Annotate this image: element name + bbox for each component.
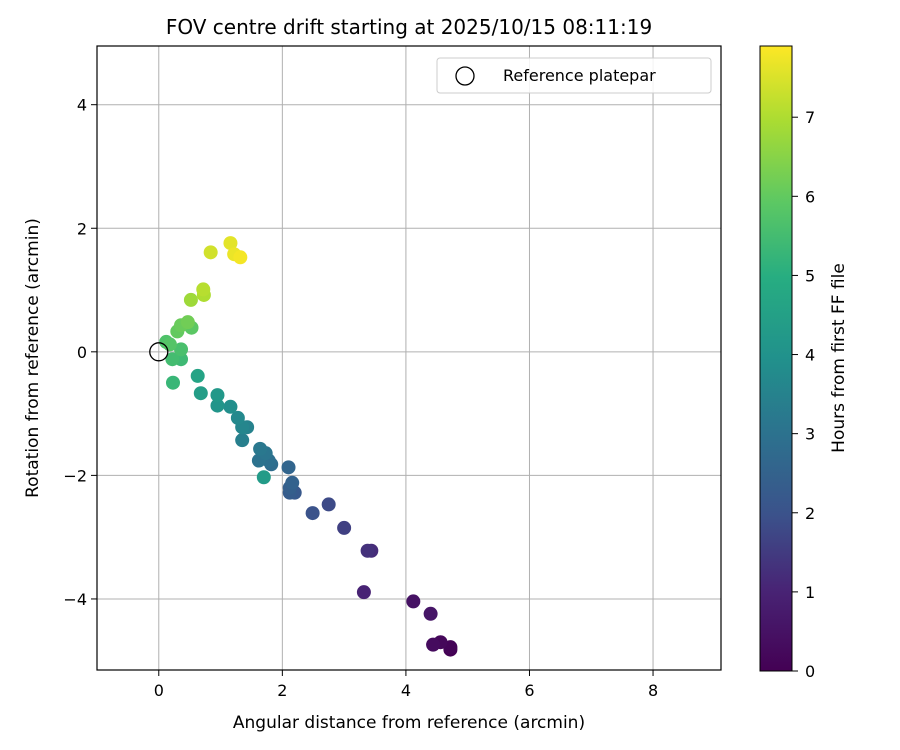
y-tick-label: −2 xyxy=(63,466,87,485)
legend-entry-reference-platepar: Reference platepar xyxy=(503,66,656,85)
plot-frame xyxy=(96,45,722,671)
colorbar-tick-label: 7 xyxy=(805,108,815,127)
legend: Reference platepar xyxy=(436,57,712,94)
colorbar: 0 1 2 3 4 5 6 7 Hours from first FF file xyxy=(759,45,849,681)
legend-reference-marker xyxy=(455,66,475,86)
colorbar-ticks: 0 1 2 3 4 5 6 7 xyxy=(792,108,815,681)
y-axis: −4 −2 0 2 4 xyxy=(63,96,97,609)
data-point xyxy=(162,337,177,352)
reference-marker-group xyxy=(149,342,169,362)
data-point xyxy=(423,606,438,621)
legend-box xyxy=(436,57,712,94)
data-point xyxy=(230,410,245,425)
y-tick-label: 0 xyxy=(77,343,87,362)
data-point xyxy=(253,441,268,456)
data-point xyxy=(281,460,296,475)
data-point xyxy=(174,342,189,357)
data-point xyxy=(235,433,250,448)
reference-platepar-marker xyxy=(149,342,169,362)
y-axis-label: Rotation from reference (arcmin) xyxy=(23,218,43,498)
data-point xyxy=(183,292,198,307)
data-point xyxy=(223,399,238,414)
colorbar-tick-label: 1 xyxy=(805,583,815,602)
x-tick-label: 0 xyxy=(154,681,164,700)
colorbar-tick-label: 5 xyxy=(805,266,815,285)
colorbar-tick-label: 6 xyxy=(805,187,815,206)
data-point xyxy=(180,315,195,330)
x-axis-label: Angular distance from reference (arcmin) xyxy=(233,713,585,733)
data-point xyxy=(305,506,320,521)
data-point xyxy=(190,368,205,383)
data-point xyxy=(203,245,218,260)
data-point xyxy=(406,594,421,609)
data-point xyxy=(426,637,441,652)
data-point xyxy=(337,520,352,535)
y-tick-label: −4 xyxy=(63,590,87,609)
x-tick-label: 8 xyxy=(648,681,658,700)
y-tick-label: 2 xyxy=(77,219,87,238)
data-point xyxy=(321,497,336,512)
data-point xyxy=(210,398,225,413)
data-point xyxy=(223,236,238,251)
data-point xyxy=(360,543,375,558)
data-point xyxy=(285,475,300,490)
colorbar-tick-label: 2 xyxy=(805,504,815,523)
y-tick-label: 4 xyxy=(77,96,87,115)
data-point xyxy=(233,250,248,265)
colorbar-gradient xyxy=(759,45,793,672)
data-point xyxy=(210,388,225,403)
data-point xyxy=(193,386,208,401)
data-point xyxy=(356,585,371,600)
data-point xyxy=(256,470,271,485)
colorbar-label: Hours from first FF file xyxy=(829,263,849,453)
plot-background xyxy=(97,46,721,670)
x-axis: 0 2 4 6 8 xyxy=(154,670,658,700)
data-point xyxy=(196,282,211,297)
colorbar-tick-label: 4 xyxy=(805,346,815,365)
plot-area xyxy=(96,45,722,671)
colorbar-tick-label: 3 xyxy=(805,425,815,444)
x-tick-label: 4 xyxy=(401,681,411,700)
colorbar-tick-label: 0 xyxy=(805,662,815,681)
data-points xyxy=(159,236,458,657)
data-point xyxy=(165,352,180,367)
x-tick-label: 2 xyxy=(277,681,287,700)
data-point xyxy=(165,375,180,390)
chart-title: FOV centre drift starting at 2025/10/15 … xyxy=(166,15,652,39)
x-tick-label: 6 xyxy=(524,681,534,700)
